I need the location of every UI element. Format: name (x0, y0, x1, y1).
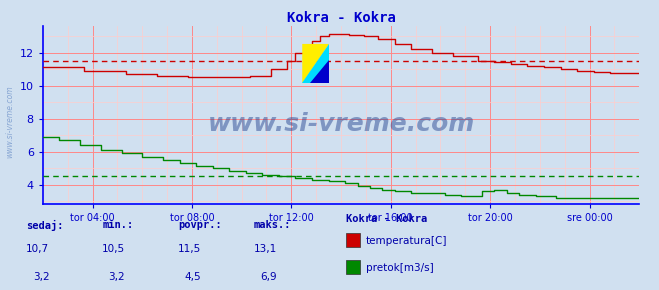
Text: min.:: min.: (102, 220, 133, 230)
Polygon shape (310, 60, 329, 83)
Polygon shape (302, 44, 329, 83)
Text: pretok[m3/s]: pretok[m3/s] (366, 263, 434, 273)
Text: Kokra - Kokra: Kokra - Kokra (346, 214, 427, 224)
Text: 4,5: 4,5 (185, 273, 201, 282)
Text: 3,2: 3,2 (33, 273, 49, 282)
Polygon shape (302, 44, 329, 83)
Text: maks.:: maks.: (254, 220, 291, 230)
Text: povpr.:: povpr.: (178, 220, 221, 230)
Text: www.si-vreme.com: www.si-vreme.com (5, 86, 14, 158)
Title: Kokra - Kokra: Kokra - Kokra (287, 11, 395, 25)
Text: 3,2: 3,2 (109, 273, 125, 282)
Text: 10,7: 10,7 (26, 244, 49, 254)
Text: www.si-vreme.com: www.si-vreme.com (208, 112, 474, 136)
Text: 10,5: 10,5 (102, 244, 125, 254)
Text: 11,5: 11,5 (178, 244, 201, 254)
Text: temperatura[C]: temperatura[C] (366, 235, 447, 246)
Text: sedaj:: sedaj: (26, 220, 64, 231)
Bar (346, 233, 360, 247)
Text: 13,1: 13,1 (254, 244, 277, 254)
Text: 6,9: 6,9 (260, 273, 277, 282)
Bar (346, 260, 360, 274)
